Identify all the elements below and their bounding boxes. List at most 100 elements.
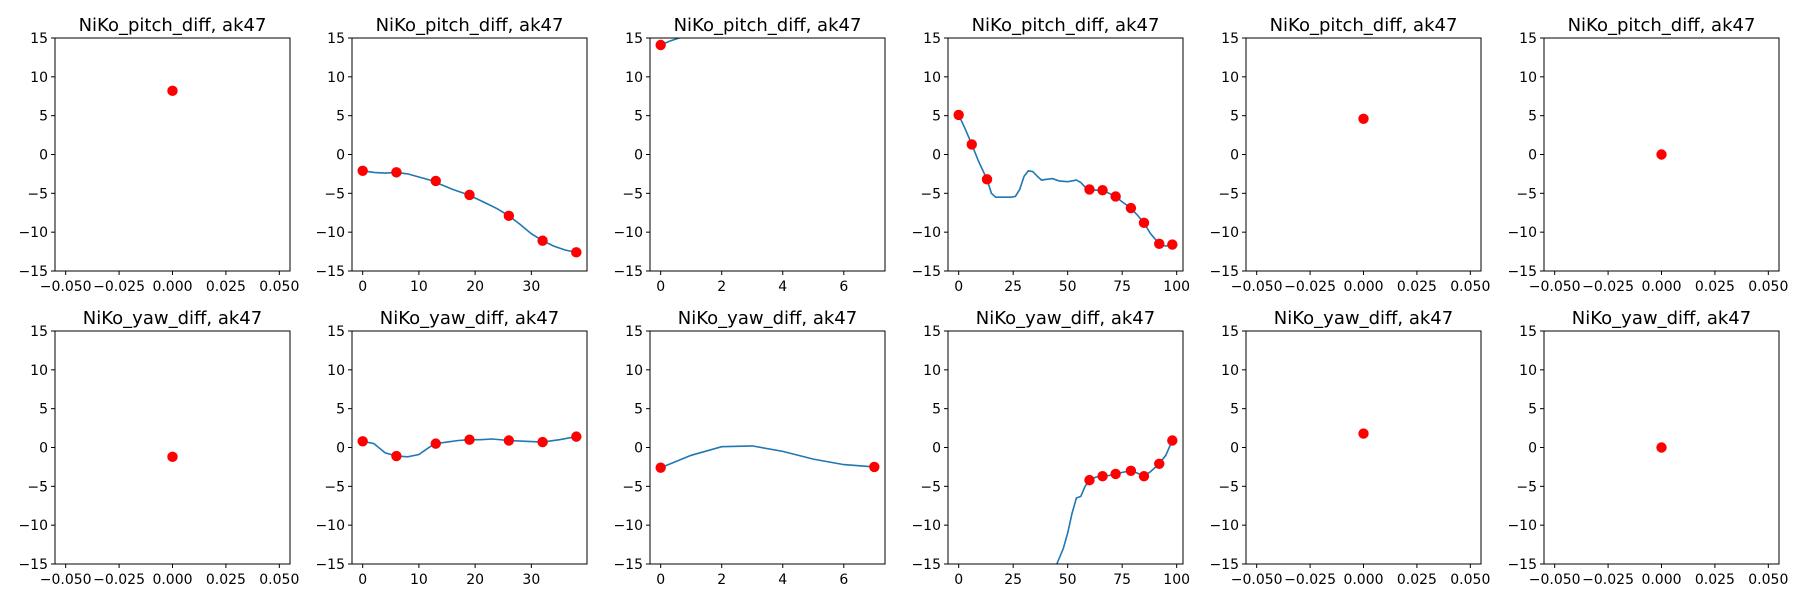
series-line (660, 445, 875, 469)
y-tick-label: −10 (315, 225, 345, 241)
data-point (1154, 458, 1165, 470)
subplot-2: NiKo_pitch_diff, ak47 15 10 5 0 −5 −10 −15 0 10 20… (315, 15, 588, 295)
y-tick-label: 10 (1519, 70, 1537, 86)
y-tick-label: −15 (315, 557, 345, 573)
x-tick-label: 0 (358, 572, 367, 588)
data-point (1084, 184, 1095, 195)
x-tick-label: −0.050 (1231, 572, 1283, 588)
data-point (357, 165, 368, 177)
y-tick-label: −15 (18, 557, 48, 573)
subplot-title: NiKo_yaw_diff, ak47 (1274, 308, 1453, 329)
axes-frame (1245, 37, 1482, 272)
y-tick-label: 0 (932, 148, 941, 164)
subplot-title: NiKo_pitch_diff, ak47 (1270, 15, 1458, 36)
y-tick-label: −15 (911, 264, 941, 280)
subplot-8: NiKo_yaw_diff, ak47 15 10 5 0 −5 −10 −15 0 10 20 30 (315, 308, 588, 588)
y-tick-label: 15 (1519, 324, 1537, 340)
x-tick-label: 0.025 (1695, 572, 1735, 588)
axes-frame (1543, 330, 1780, 565)
y-tick-label: 15 (30, 31, 48, 47)
y-tick-label: −5 (1516, 479, 1537, 495)
y-tick-label: 0 (1528, 148, 1537, 164)
x-tick-label: 4 (778, 279, 787, 295)
x-tick-label: 75 (1113, 279, 1131, 295)
x-tick-label: 10 (410, 572, 428, 588)
x-tick-label: 30 (522, 279, 540, 295)
y-tick-label: −15 (1507, 557, 1537, 573)
axes-frame (54, 37, 291, 272)
data-point (1110, 191, 1121, 202)
y-tick-label: 5 (634, 402, 643, 418)
y-tick-label: 15 (327, 31, 345, 47)
y-tick-label: −15 (18, 264, 48, 280)
y-tick-label: 15 (1221, 324, 1239, 340)
x-tick-label: −0.025 (93, 279, 145, 295)
y-tick-label: 10 (625, 70, 643, 86)
y-tick-label: 5 (932, 109, 941, 125)
data-point (537, 436, 548, 448)
data-point (430, 438, 441, 449)
x-tick-label: 20 (466, 279, 484, 295)
x-tick-label: 0 (656, 572, 665, 588)
data-point (655, 462, 666, 473)
y-tick-label: 5 (634, 109, 643, 125)
x-tick-label: 0.000 (152, 572, 192, 588)
data-point (1097, 185, 1108, 196)
y-tick-label: 15 (327, 324, 345, 340)
y-tick-label: −5 (1516, 186, 1537, 202)
y-tick-label: 0 (1230, 441, 1239, 457)
x-tick-label: −0.050 (1529, 572, 1581, 588)
subplot-title: NiKo_pitch_diff, ak47 (79, 15, 267, 36)
y-tick-label: −5 (920, 479, 941, 495)
x-tick-label: −0.025 (1582, 572, 1634, 588)
y-tick-label: −10 (1209, 225, 1239, 241)
y-tick-label: −10 (613, 225, 643, 241)
subplot-1: NiKo_pitch_diff, ak47 15 10 5 0 −5 −10 −15−0.05… (18, 15, 299, 295)
y-tick-label: 0 (634, 148, 643, 164)
x-tick-label: 0.050 (1450, 572, 1490, 588)
data-point (1138, 217, 1150, 229)
axes-frame (947, 330, 1184, 565)
x-tick-label: 100 (1163, 572, 1190, 588)
x-tick-label: 50 (1059, 572, 1077, 588)
data-point (655, 39, 666, 51)
data-point (1167, 239, 1178, 250)
y-tick-label: −10 (613, 518, 643, 534)
x-tick-label: 100 (1163, 279, 1190, 295)
x-tick-label: 10 (410, 279, 428, 295)
y-tick-label: 10 (923, 363, 941, 379)
data-point (464, 189, 475, 201)
data-point (1358, 113, 1369, 124)
axes-frame (54, 330, 291, 565)
data-point (1656, 442, 1667, 453)
data-point (503, 435, 515, 446)
subplot-5: NiKo_pitch_diff, ak47 15 10 5 0 −5 −10 −15−0.05… (1209, 15, 1490, 295)
y-tick-label: 15 (1221, 31, 1239, 47)
y-tick-label: 5 (932, 402, 941, 418)
y-tick-label: −10 (18, 518, 48, 534)
data-point (953, 109, 964, 121)
data-point (1358, 428, 1369, 439)
y-tick-label: −15 (613, 264, 643, 280)
axes-frame (351, 330, 588, 565)
subplot-3: NiKo_pitch_diff, ak47 15 10 5 0 −5 −10 −15 0 2 4 6 (613, 15, 886, 295)
y-tick-label: −10 (911, 518, 941, 534)
y-tick-label: 15 (923, 324, 941, 340)
y-tick-label: 0 (336, 441, 345, 457)
x-tick-label: 0 (954, 279, 963, 295)
y-tick-label: 10 (327, 70, 345, 86)
x-tick-label: 0.025 (206, 572, 246, 588)
data-point (391, 450, 402, 462)
y-tick-label: 5 (39, 402, 48, 418)
y-tick-label: 15 (1519, 31, 1537, 47)
x-tick-label: 0 (954, 572, 963, 588)
x-tick-label: −0.025 (93, 572, 145, 588)
y-tick-label: 15 (923, 31, 941, 47)
y-tick-label: 10 (30, 363, 48, 379)
y-tick-label: −10 (911, 225, 941, 241)
x-tick-label: 2 (717, 572, 726, 588)
subplot-title: NiKo_pitch_diff, ak47 (674, 15, 862, 36)
axes-frame (1245, 330, 1482, 565)
